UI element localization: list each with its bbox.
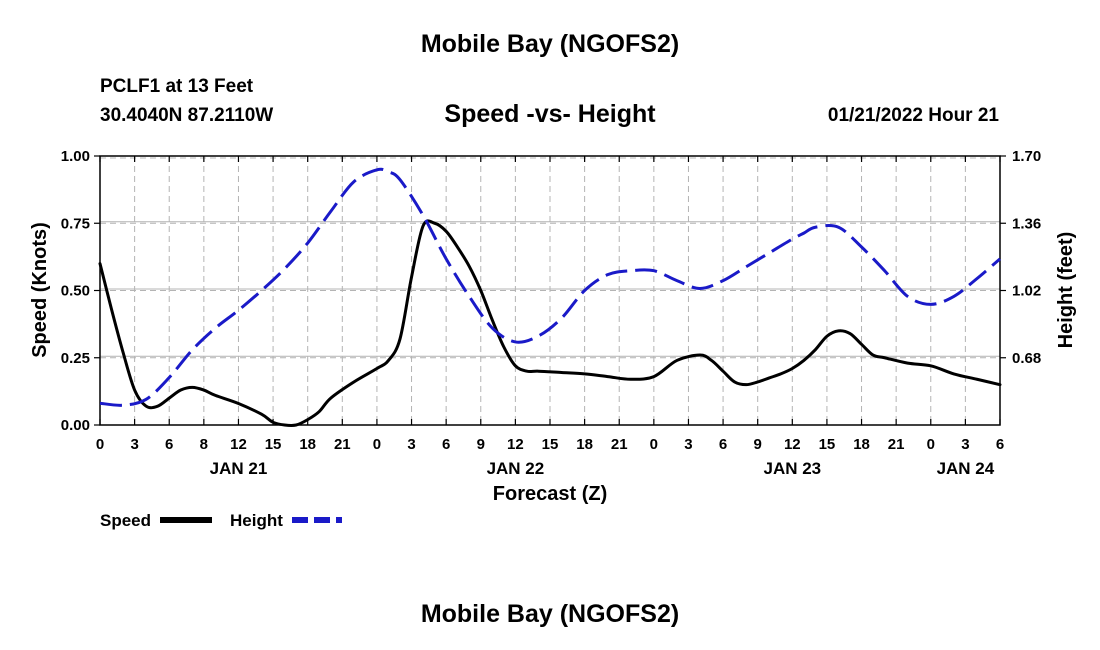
y2-tick-label: 1.36 (1012, 215, 1041, 232)
x-tick-label: 12 (230, 436, 247, 453)
x-tick-label: 9 (477, 436, 485, 453)
x-tick-label: 0 (927, 436, 935, 453)
x-tick-label: 18 (853, 436, 870, 453)
x-tick-label: 6 (719, 436, 727, 453)
x-axis-label: Forecast (Z) (493, 483, 607, 505)
legend-label-height: Height (230, 511, 283, 530)
legend-label-speed: Speed (100, 511, 151, 530)
x-tick-label: 3 (130, 436, 138, 453)
x-tick-label: 3 (407, 436, 415, 453)
data-series (98, 167, 1002, 428)
x-tick-label: 3 (961, 436, 969, 453)
chart-title: Mobile Bay (NGOFS2) (420, 30, 680, 58)
x-tick-label: 8 (200, 436, 208, 453)
x-tick-label: 0 (96, 436, 104, 453)
x-date-label: JAN 24 (937, 459, 995, 478)
station-coordinates: 30.4040N 87.2110W (100, 105, 274, 126)
y-tick-label: 0.00 (61, 417, 90, 434)
x-tick-label: 12 (507, 436, 524, 453)
y-tick-label: 1.00 (61, 148, 90, 165)
y-tick-label: 0.75 (61, 215, 90, 232)
footer-chart-title: Mobile Bay (NGOFS2) (420, 600, 680, 628)
x-tick-label: 21 (334, 436, 351, 453)
speed-height-chart: 0 3 6 8 12 15 18 21 0 3 6 9 12 15 18 21 0 3 6 9 12 15 18 21 0 3 6 0… (29, 148, 1077, 530)
x-tick-label: 21 (888, 436, 905, 453)
station-label: PCLF1 at 13 Feet (100, 76, 254, 97)
y2-tick-label: 1.70 (1012, 148, 1041, 165)
height-series-line (99, 167, 1001, 407)
chart-subtitle: Speed -vs- Height (444, 100, 656, 128)
forecast-datetime: 01/21/2022 Hour 21 (827, 105, 999, 126)
y-axis-label: Speed (Knots) (29, 222, 51, 358)
x-tick-label: 18 (299, 436, 316, 453)
x-tick-label: 9 (754, 436, 762, 453)
x-tick-label: 0 (373, 436, 381, 453)
x-tick-label: 0 (650, 436, 658, 453)
x-tick-label: 15 (265, 436, 282, 453)
y2-tick-label: 1.02 (1012, 283, 1041, 300)
legend: Speed Height (100, 511, 342, 530)
x-tick-label: 15 (819, 436, 836, 453)
y2-axis-label: Height (feet) (1055, 232, 1077, 349)
x-tick-label: 6 (996, 436, 1004, 453)
y2-tick-label: 0.68 (1012, 350, 1041, 367)
y-tick-label: 0.25 (61, 350, 90, 367)
x-tick-label: 12 (784, 436, 801, 453)
speed-series-line (98, 219, 1002, 428)
x-tick-label: 21 (611, 436, 628, 453)
x-tick-label: 18 (576, 436, 593, 453)
x-tick-label: 15 (542, 436, 559, 453)
x-tick-label: 3 (684, 436, 692, 453)
x-date-label: JAN 21 (210, 459, 268, 478)
y-tick-label: 0.50 (61, 283, 90, 300)
axes: 0 3 6 8 12 15 18 21 0 3 6 9 12 15 18 21 0 3 6 9 12 15 18 21 0 3 6 0… (61, 148, 1041, 478)
grid-lines (100, 156, 1000, 425)
x-date-label: JAN 22 (487, 459, 545, 478)
x-tick-label: 6 (442, 436, 450, 453)
x-date-label: JAN 23 (763, 459, 821, 478)
x-tick-label: 6 (165, 436, 173, 453)
